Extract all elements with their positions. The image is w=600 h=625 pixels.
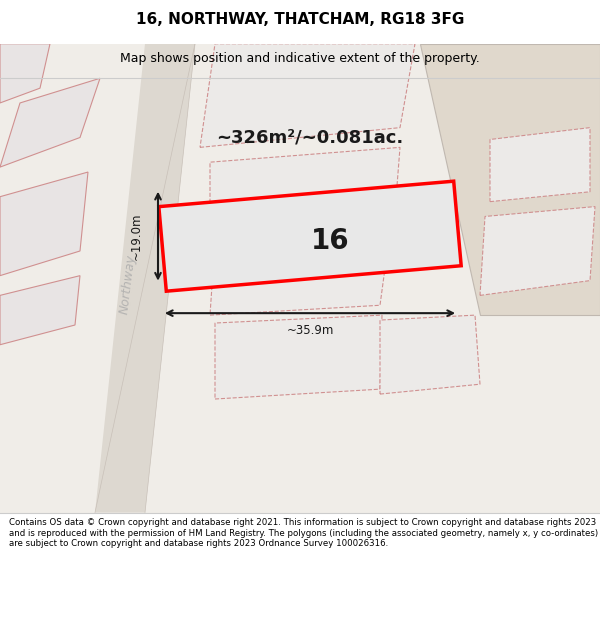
Polygon shape (210, 148, 400, 226)
Polygon shape (210, 231, 390, 315)
Text: ~326m²/~0.081ac.: ~326m²/~0.081ac. (217, 129, 404, 146)
Polygon shape (159, 181, 461, 291)
Polygon shape (0, 78, 100, 167)
Text: Northway: Northway (118, 254, 139, 316)
Polygon shape (0, 276, 80, 345)
Polygon shape (215, 315, 382, 399)
Polygon shape (0, 44, 50, 103)
Text: ~19.0m: ~19.0m (130, 213, 143, 260)
Polygon shape (420, 44, 600, 315)
Text: 16, NORTHWAY, THATCHAM, RG18 3FG: 16, NORTHWAY, THATCHAM, RG18 3FG (136, 12, 464, 27)
Text: Contains OS data © Crown copyright and database right 2021. This information is : Contains OS data © Crown copyright and d… (9, 518, 598, 548)
Polygon shape (380, 315, 480, 394)
Polygon shape (200, 44, 415, 148)
Text: Map shows position and indicative extent of the property.: Map shows position and indicative extent… (120, 52, 480, 65)
Polygon shape (490, 127, 590, 202)
Text: ~35.9m: ~35.9m (286, 324, 334, 338)
Polygon shape (480, 207, 595, 296)
Polygon shape (0, 172, 88, 276)
Text: 16: 16 (311, 227, 349, 255)
Polygon shape (95, 44, 195, 512)
